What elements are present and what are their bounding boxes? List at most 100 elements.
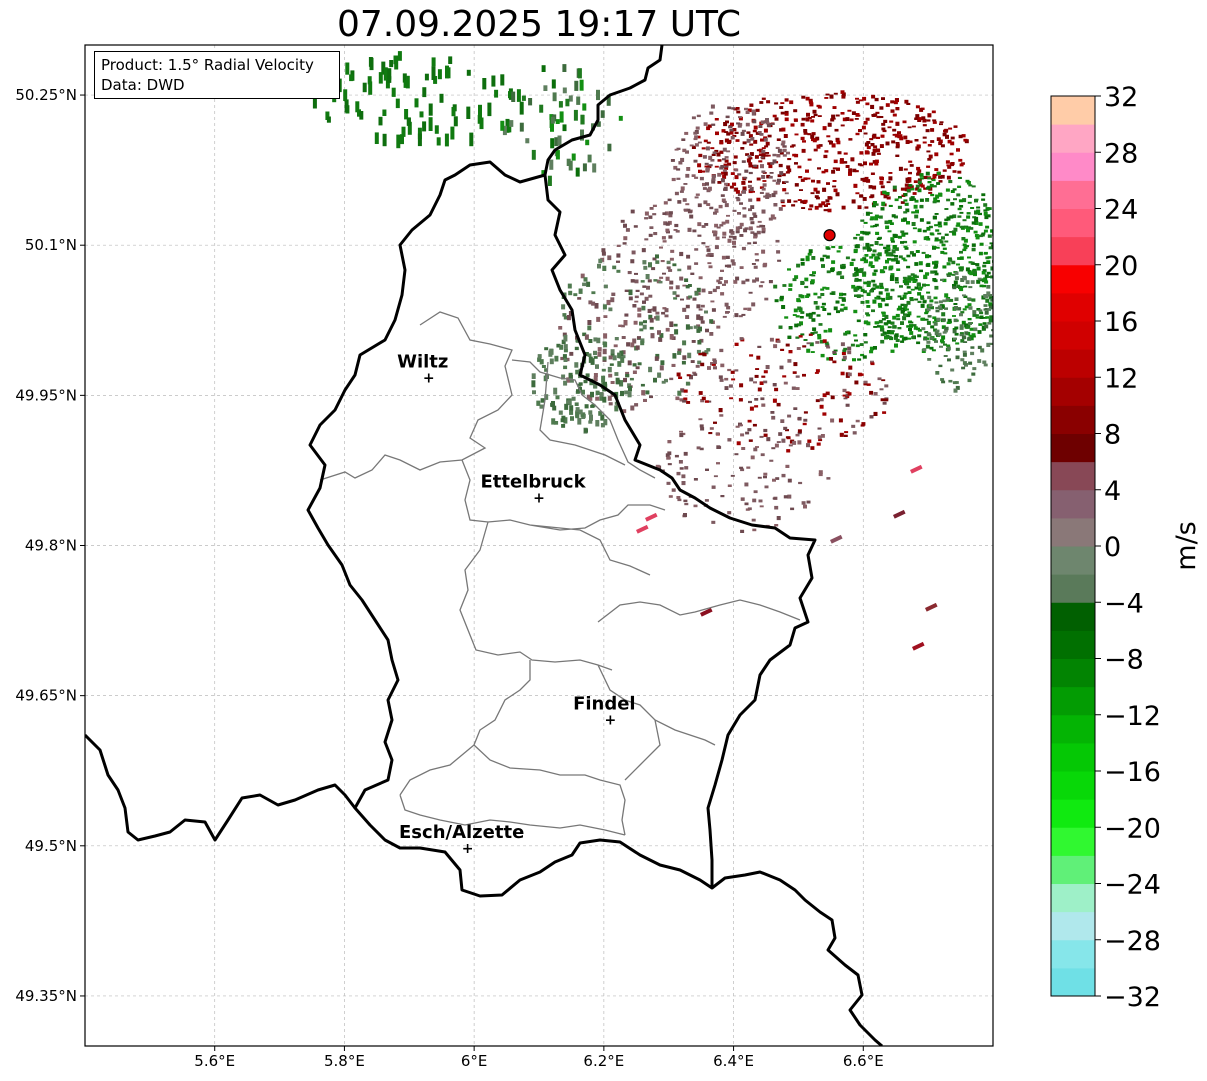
echo-pixel [887,252,892,256]
echo-pixel [902,316,907,321]
echo-pixel [596,316,601,322]
echo-pixel [933,279,938,283]
echo-pixel [885,296,890,300]
borders [85,45,883,1046]
echo-pixel [765,121,770,125]
echo-pixel [981,278,986,281]
echo-pixel [730,122,734,127]
echo-pixel [940,278,944,281]
echo-pixel [716,325,721,329]
echo-pixel [951,273,956,276]
echo-pixel [841,95,846,99]
echo-pixel [859,236,864,241]
echo-pixel [971,247,976,252]
echo-pixel [553,387,558,395]
echo-pixel [918,261,923,266]
echo-pixel [957,257,962,260]
echo-pixel [697,203,702,208]
echo-pixel [922,124,927,127]
echo-pixel [559,111,564,123]
echo-pixel [748,134,753,138]
echo-pixel [895,154,900,157]
echo-pixel [587,353,592,357]
echo-pixel [808,249,813,254]
echo-pixel [724,156,729,159]
echo-pixel [697,141,702,144]
echo-pixel [591,291,596,295]
echo-pixel [982,322,987,325]
echo-pixel [899,335,904,338]
echo-pixel [768,164,773,169]
echo-pixel [643,320,647,324]
echo-pixel [585,139,590,146]
echo-pixel [578,382,583,386]
echo-pixel [953,306,958,311]
echo-pixel [863,380,868,384]
echo-pixel [696,135,701,139]
echo-pixel [593,373,598,378]
echo-pixel [764,297,769,301]
echo-pixel [900,340,905,343]
echo-pixel [832,360,837,364]
echo-pixel [780,111,785,115]
echo-pixel [966,181,971,185]
echo-pixel [763,137,768,142]
echo-pixel [879,144,884,148]
echo-pixel [644,217,649,220]
echo-pixel [730,172,735,175]
echo-pixel [869,390,874,395]
echo-pixel [818,473,823,477]
echo-pixel [981,325,986,330]
echo-pixel [555,150,560,160]
echo-pixel [688,326,693,330]
echo-pixel [961,134,966,138]
country-border-luxembourg [306,160,817,898]
echo-pixel [826,477,831,480]
echo-pixel [832,167,837,170]
echo-pixel [814,195,819,198]
echo-pixel [966,325,970,329]
echo-pixel [680,388,685,393]
echo-pixel [934,263,939,268]
echo-pixel [854,380,859,385]
echo-pixel [676,471,681,476]
echo-pixel [881,127,886,131]
echo-pixel [912,253,916,257]
echo-pixel [827,140,832,143]
echo-pixel [998,303,1002,305]
echo-pixel [970,207,975,209]
echo-pixel [693,325,698,329]
echo-pixel [894,98,899,101]
echo-pixel [912,279,917,283]
echo-pixel [909,197,914,201]
echo-pixel [710,300,715,303]
echo-pixel [692,297,697,301]
echo-pixel [923,175,928,180]
echo-pixel [743,307,748,311]
echo-pixel [559,344,564,350]
echo-pixel [984,280,989,284]
echo-pixel [673,229,678,231]
echo-pixel [860,353,865,357]
echo-pixel [724,182,729,186]
echo-pixel [766,437,771,442]
echo-pixel [958,134,963,139]
echo-pixel [450,126,455,140]
echo-pixel [810,134,815,139]
echo-pixel [811,256,816,260]
echo-pixel [750,455,755,460]
data-source-label: Data: DWD [101,76,185,94]
echo-pixel [945,160,950,164]
echo-pixel [773,344,778,349]
echo-pixel [882,401,887,405]
echo-pixel [909,164,914,167]
echo-pixel [700,427,705,431]
echo-pixel [990,266,993,271]
echo-pixel [888,176,893,181]
echo-pixel [984,295,989,299]
echo-pixel [759,191,764,194]
echo-pixel [884,336,888,340]
echo-pixel [989,296,993,300]
echo-pixel [908,171,912,175]
echo-pixel [812,271,816,274]
